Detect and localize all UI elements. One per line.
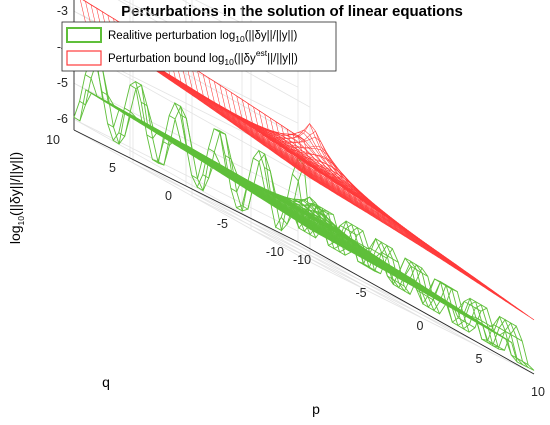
legend-box (61, 21, 337, 72)
z-tick-label: -6 (57, 112, 68, 126)
surface-perturbation-bound-col (162, 74, 387, 218)
z-tick-label: -5 (57, 76, 68, 90)
surface-perturbation-bound (80, 0, 535, 321)
legend-swatch-relative (66, 27, 102, 43)
legend-bound-sup: est (256, 48, 268, 58)
z-axis-label-sub: 10 (16, 216, 26, 226)
surface-relative-perturbation-row (252, 157, 490, 330)
surface-relative-perturbation-col (309, 228, 535, 371)
surface-perturbation-bound-col (309, 177, 535, 321)
legend-swatch-bound (66, 50, 102, 66)
surface-perturbation-bound-col (286, 160, 511, 304)
surface-perturbation-bound-col (292, 165, 517, 308)
legend-entry-relative: Realitive perturbation log10(||δy||/||y|… (108, 30, 298, 44)
chart-title: Perturbations in the solution of linear … (121, 3, 463, 20)
z-axis-label: log10(||δy||/||y||) (7, 152, 26, 244)
z-axis-label-rest: (||δy||/||y||) (7, 152, 23, 216)
legend-bound-b: (||δy (234, 53, 256, 65)
surface-relative-perturbation-col (150, 129, 375, 272)
z-tick-label: -3 (57, 4, 68, 18)
x-tick-label: 0 (417, 319, 424, 333)
z-axis-label-main: log (7, 225, 23, 244)
y-tick-label: 0 (165, 189, 172, 203)
legend-relative-a: Realitive perturbation log (108, 30, 235, 42)
surface-perturbation-bound-col (126, 51, 352, 194)
x-tick-label: -10 (293, 253, 311, 267)
x-tick-label: 10 (531, 385, 545, 399)
legend-relative-sub: 10 (235, 34, 245, 44)
legend-entry-bound: Perturbation bound log10(||δyest||/||y||… (108, 48, 298, 67)
surface-perturbation-bound-col (298, 169, 523, 312)
y-tick-label: 5 (109, 161, 116, 175)
surface-relative-perturbation (73, 56, 535, 371)
legend-relative-b: (||δy||/||y||) (245, 30, 298, 42)
surface-perturbation-bound-col (303, 173, 529, 316)
x-tick-label: 5 (476, 352, 483, 366)
x-axis-label: p (312, 401, 320, 417)
surface-perturbation-bound-col (280, 156, 505, 300)
x-tick-label: -5 (355, 286, 366, 300)
y-tick-label: 10 (46, 133, 60, 147)
legend-bound-sub: 10 (224, 57, 234, 67)
legend: Realitive perturbation log10(||δy||/||y|… (61, 21, 337, 72)
surface-plots (73, 0, 535, 371)
y-tick-label: -10 (266, 245, 284, 259)
legend-bound-c: ||/||y||) (267, 53, 298, 65)
surface-perturbation-bound-col (156, 70, 381, 214)
y-tick-label: -5 (217, 217, 228, 231)
svg-text:log10(||δy||/||y||): log10(||δy||/||y||) (7, 152, 26, 244)
legend-bound-a: Perturbation bound log (108, 53, 224, 65)
y-axis-label: q (102, 374, 110, 390)
surface-relative-perturbation-col (120, 111, 346, 256)
